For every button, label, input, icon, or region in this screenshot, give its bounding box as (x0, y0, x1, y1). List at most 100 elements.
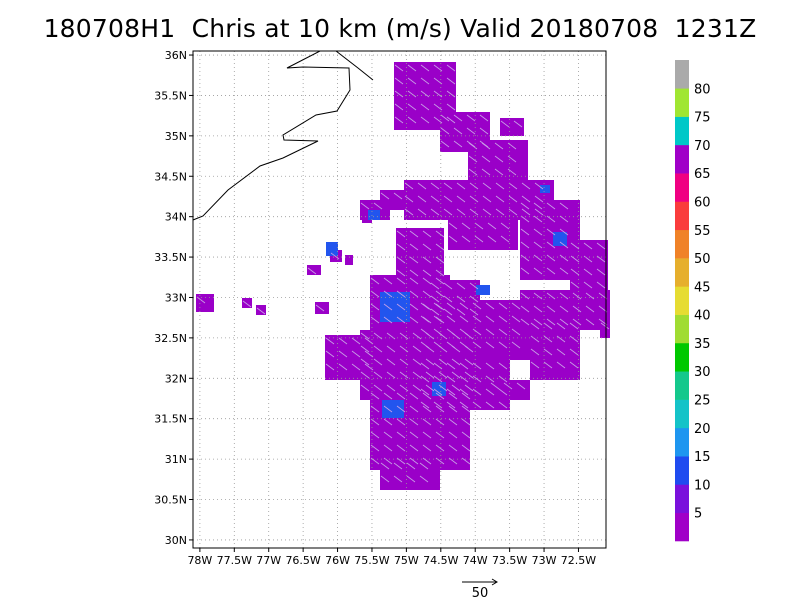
wind-arrow (446, 77, 456, 85)
wind-arrow (521, 195, 531, 203)
wind-arrow (466, 127, 476, 135)
wind-arrow (521, 208, 531, 216)
wind-arrow (420, 315, 430, 323)
wind-arrow (370, 418, 380, 426)
wind-arrow (464, 384, 474, 392)
wind-arrow (520, 228, 530, 236)
wind-arrow (409, 290, 419, 298)
wind-arrow (530, 335, 540, 343)
wind-arrow (448, 405, 458, 413)
wind-arrow (569, 322, 579, 330)
map-frame (192, 50, 607, 549)
wind-arrow (469, 295, 479, 303)
wind-arrow (448, 222, 458, 230)
wind-arrow (393, 192, 403, 200)
wind-arrow (572, 292, 582, 300)
wind-arrow (459, 362, 469, 370)
lat-tick-label: 30N (165, 534, 187, 547)
wind-arrow (419, 462, 429, 470)
wind-arrow (380, 462, 390, 470)
wind-arrow (370, 392, 380, 400)
wind-arrow (596, 268, 606, 276)
wind-arrow (394, 116, 404, 124)
wind-arrow (420, 375, 430, 383)
lat-tick-label: 35N (165, 130, 187, 143)
wind-arrow (498, 401, 508, 409)
wind-arrow (520, 267, 530, 275)
wind-arrow (530, 348, 540, 356)
wind-arrow (453, 127, 463, 135)
wind-arrow (448, 431, 458, 439)
wind-arrow (409, 277, 419, 285)
wind-arrow (409, 256, 419, 264)
wind-arrow (543, 322, 553, 330)
wind-arrow (559, 292, 569, 300)
wind-arrow (498, 341, 508, 349)
wind-arrow (396, 256, 406, 264)
wind-arrow (546, 305, 556, 313)
wind-arrow (446, 116, 456, 124)
wind-arrow (396, 457, 406, 465)
colorbar-label: 75 (694, 111, 711, 126)
wind-arrow (585, 292, 595, 300)
wind-arrow (482, 182, 492, 190)
wind-arrow (396, 444, 406, 452)
wind-arrow (396, 392, 406, 400)
wind-arrow (500, 222, 510, 230)
wind-arrow (534, 208, 544, 216)
wind-arrow (498, 375, 508, 383)
wind-arrow (464, 345, 474, 353)
wind-arrow (596, 242, 606, 250)
wind-arrow (456, 308, 466, 316)
wind-arrow (338, 337, 348, 345)
wind-arrow (448, 235, 458, 243)
wind-arrow (360, 345, 370, 353)
wind-arrow (433, 103, 443, 111)
wind-arrow (485, 315, 495, 323)
wind-arrow (494, 155, 504, 163)
longitude-tick-labels: 78W 77.5W 77W 76.5W 76W 75.5W 75W 74.5W 74W 73.5W… (187, 554, 596, 567)
wind-arrow (435, 444, 445, 452)
wind-arrow (443, 208, 453, 216)
wind-arrow (409, 418, 419, 426)
wind-speed-cell (345, 255, 353, 265)
wind-arrow (520, 215, 530, 223)
wind-arrow (469, 282, 479, 290)
lon-tick-label: 77.5W (217, 554, 252, 567)
wind-arrow (433, 362, 443, 370)
wind-arrow (490, 382, 500, 390)
wind-arrow (380, 192, 390, 200)
wind-arrow (468, 168, 478, 176)
low-wind-cell (540, 185, 550, 193)
lat-tick-label: 33.5N (154, 251, 187, 264)
wind-arrow (242, 300, 252, 308)
wind-arrow (412, 358, 422, 366)
wind-arrow (583, 242, 593, 250)
wind-arrow (420, 77, 430, 85)
wind-arrow (364, 363, 374, 371)
wind-arrow (409, 316, 419, 324)
wind-arrow (370, 431, 380, 439)
lat-tick-label: 32N (165, 372, 187, 385)
wind-arrow (556, 335, 566, 343)
wind-arrow (386, 371, 396, 379)
low-wind-cell (553, 232, 567, 246)
wind-arrow (461, 235, 471, 243)
wind-arrow (383, 277, 393, 285)
wind-arrow (533, 292, 543, 300)
wind-arrow (373, 202, 383, 210)
wind-arrow (417, 195, 427, 203)
wind-arrow (396, 431, 406, 439)
lat-tick-label: 31N (165, 453, 187, 466)
lon-tick-label: 76W (325, 554, 350, 567)
colorbar-label: 25 (694, 394, 711, 409)
wind-arrow (443, 182, 453, 190)
wind-arrow (472, 302, 482, 310)
lon-tick-label: 74W (463, 554, 488, 567)
wind-arrow (422, 290, 432, 298)
wind-arrow (422, 444, 432, 452)
wind-arrow (409, 230, 419, 238)
wind-arrow (500, 120, 510, 128)
wind-arrow (472, 328, 482, 336)
